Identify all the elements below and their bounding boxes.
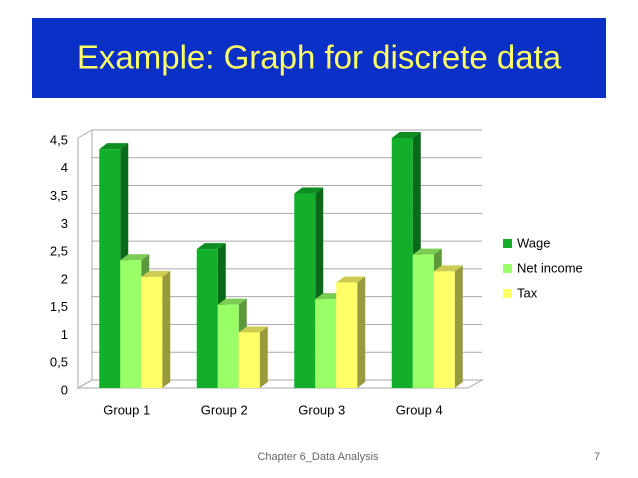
bar-top [141, 270, 171, 277]
bar-top [336, 276, 366, 283]
legend-swatch [503, 289, 512, 298]
bar-front [238, 332, 260, 388]
footer: Chapter 6_Data Analysis [257, 451, 379, 463]
bar-top [217, 298, 247, 305]
bar-front [336, 282, 358, 388]
bar [238, 326, 268, 388]
legend-label: Wage [517, 235, 550, 250]
y-tick-label: 0 [61, 382, 68, 397]
page-number: 7 [594, 451, 600, 463]
y-tick-label: 3,5 [50, 188, 68, 203]
bar-front [120, 260, 142, 388]
bar-front [141, 276, 163, 388]
y-tick-label: 1 [61, 327, 68, 342]
bar-top [238, 326, 268, 333]
bar-top [120, 254, 150, 261]
y-tick-label: 1,5 [50, 299, 68, 314]
bar-front [196, 249, 218, 388]
legend-swatch [503, 239, 512, 248]
slide-title: Example: Graph for discrete data [77, 39, 562, 76]
bar-front [217, 304, 239, 388]
x-tick-label: Group 4 [396, 402, 443, 417]
y-tick-label: 0,5 [50, 355, 68, 370]
legend-label: Net income [517, 260, 583, 275]
y-tick-label: 3 [61, 216, 68, 231]
bar-front [315, 299, 337, 388]
bar-top [433, 265, 463, 272]
bar-top [294, 187, 324, 194]
bar-side [162, 270, 171, 388]
bar-front [412, 254, 434, 388]
legend-label: Tax [517, 285, 538, 300]
x-tick-label: Group 2 [201, 402, 248, 417]
y-tick-label: 4,5 [50, 132, 68, 147]
bar-top [412, 248, 442, 255]
bar [433, 265, 463, 388]
bar-front [294, 193, 316, 388]
bar-front [99, 149, 121, 388]
bar [141, 270, 171, 388]
y-tick-label: 2 [61, 271, 68, 286]
bar-side [454, 265, 463, 388]
bar-side [259, 326, 268, 388]
bar [336, 276, 366, 388]
chart: 0 0,5 1 1,5 2 2,5 3 3,5 4 4,5 Group 1 Group 2 Group … [50, 129, 583, 417]
x-tick-label: Group 1 [103, 402, 150, 417]
legend-swatch [503, 264, 512, 273]
title-banner [32, 18, 606, 98]
bar-side [357, 276, 366, 388]
bar-top [99, 143, 129, 150]
bar-top [196, 243, 226, 250]
y-tick-label: 4 [61, 160, 68, 175]
x-tick-label: Group 3 [298, 402, 345, 417]
bar-top [391, 132, 421, 138]
bar-front [433, 271, 455, 388]
y-tick-label: 2,5 [50, 244, 68, 259]
bar-front [391, 138, 413, 388]
